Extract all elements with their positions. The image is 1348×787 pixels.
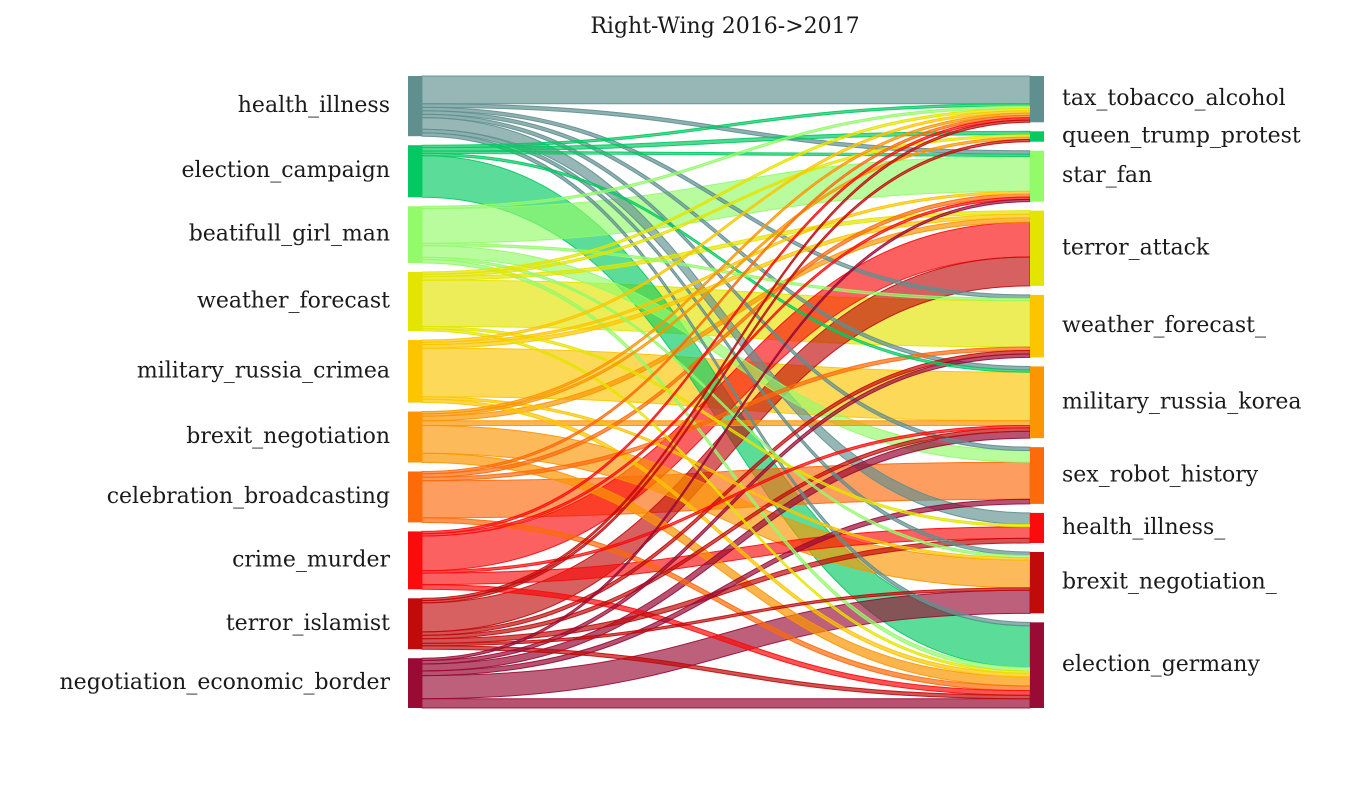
left-node-label: crime_murder [232, 547, 390, 572]
flow-link-L8-R7 [421, 537, 1031, 644]
right-node-label: terror_attack [1062, 235, 1210, 260]
left-node-election_campaign [408, 145, 422, 198]
right-node-label: star_fan [1062, 163, 1152, 188]
right-node-label: weather_forecast_ [1062, 313, 1266, 338]
right-node-label: election_germany [1062, 652, 1260, 677]
right-node-star_fan [1030, 150, 1044, 202]
left-node-negotiation_economic_border [408, 658, 422, 708]
left-node-label: weather_forecast [197, 289, 390, 314]
right-node-label: brexit_negotiation_ [1062, 570, 1277, 595]
chart-title: Right-Wing 2016->2017 [590, 14, 859, 39]
left-node-label: health_illness [238, 93, 390, 118]
links-layer [421, 75, 1031, 709]
right-node-label: sex_robot_history [1062, 463, 1259, 488]
right-node-brexit_negotiation_ [1030, 551, 1044, 614]
left-node-label: beatifull_girl_man [189, 222, 390, 247]
left-node-weather_forecast [408, 272, 422, 332]
right-node-terror_attack [1030, 210, 1044, 286]
right-node-tax_tobacco_alcohol [1030, 76, 1044, 123]
left-node-label: brexit_negotiation [186, 424, 390, 449]
nodes-layer [408, 76, 1044, 708]
flow-link-L0-R0 [421, 75, 1031, 105]
flow-link-L8-R1 [421, 138, 1031, 604]
flow-link-L9-R6 [421, 498, 1031, 677]
left-node-military_russia_crimea [408, 340, 422, 403]
right-node-military_russia_korea [1030, 366, 1044, 439]
left-node-label: military_russia_crimea [137, 358, 390, 383]
left-node-label: negotiation_economic_border [60, 670, 391, 695]
labels-layer: health_illness election_campaign beatifull… [60, 86, 1302, 695]
flow-link-L5-R5 [421, 420, 1031, 426]
left-node-brexit_negotiation [408, 411, 422, 463]
flow-link-L8-R0 [421, 119, 1031, 602]
left-node-label: terror_islamist [226, 611, 390, 636]
left-node-crime_murder [408, 531, 422, 590]
right-node-election_germany [1030, 622, 1044, 708]
right-node-weather_forecast_ [1030, 294, 1044, 358]
right-node-label: military_russia_korea [1062, 389, 1302, 414]
left-node-beatifull_girl_man [408, 206, 422, 264]
right-node-label: tax_tobacco_alcohol [1062, 86, 1286, 111]
right-node-health_illness_ [1030, 512, 1044, 543]
flow-link-L9-R9 [421, 698, 1031, 709]
right-node-sex_robot_history [1030, 447, 1044, 504]
right-node-label: health_illness_ [1062, 515, 1225, 540]
left-node-terror_islamist [408, 598, 422, 650]
left-node-celebration_broadcasting [408, 471, 422, 523]
right-node-label: queen_trump_protest [1062, 124, 1301, 149]
left-node-label: election_campaign [182, 158, 390, 183]
left-node-label: celebration_broadcasting [107, 484, 390, 509]
right-node-queen_trump_protest [1030, 131, 1044, 142]
left-node-health_illness [408, 76, 422, 137]
